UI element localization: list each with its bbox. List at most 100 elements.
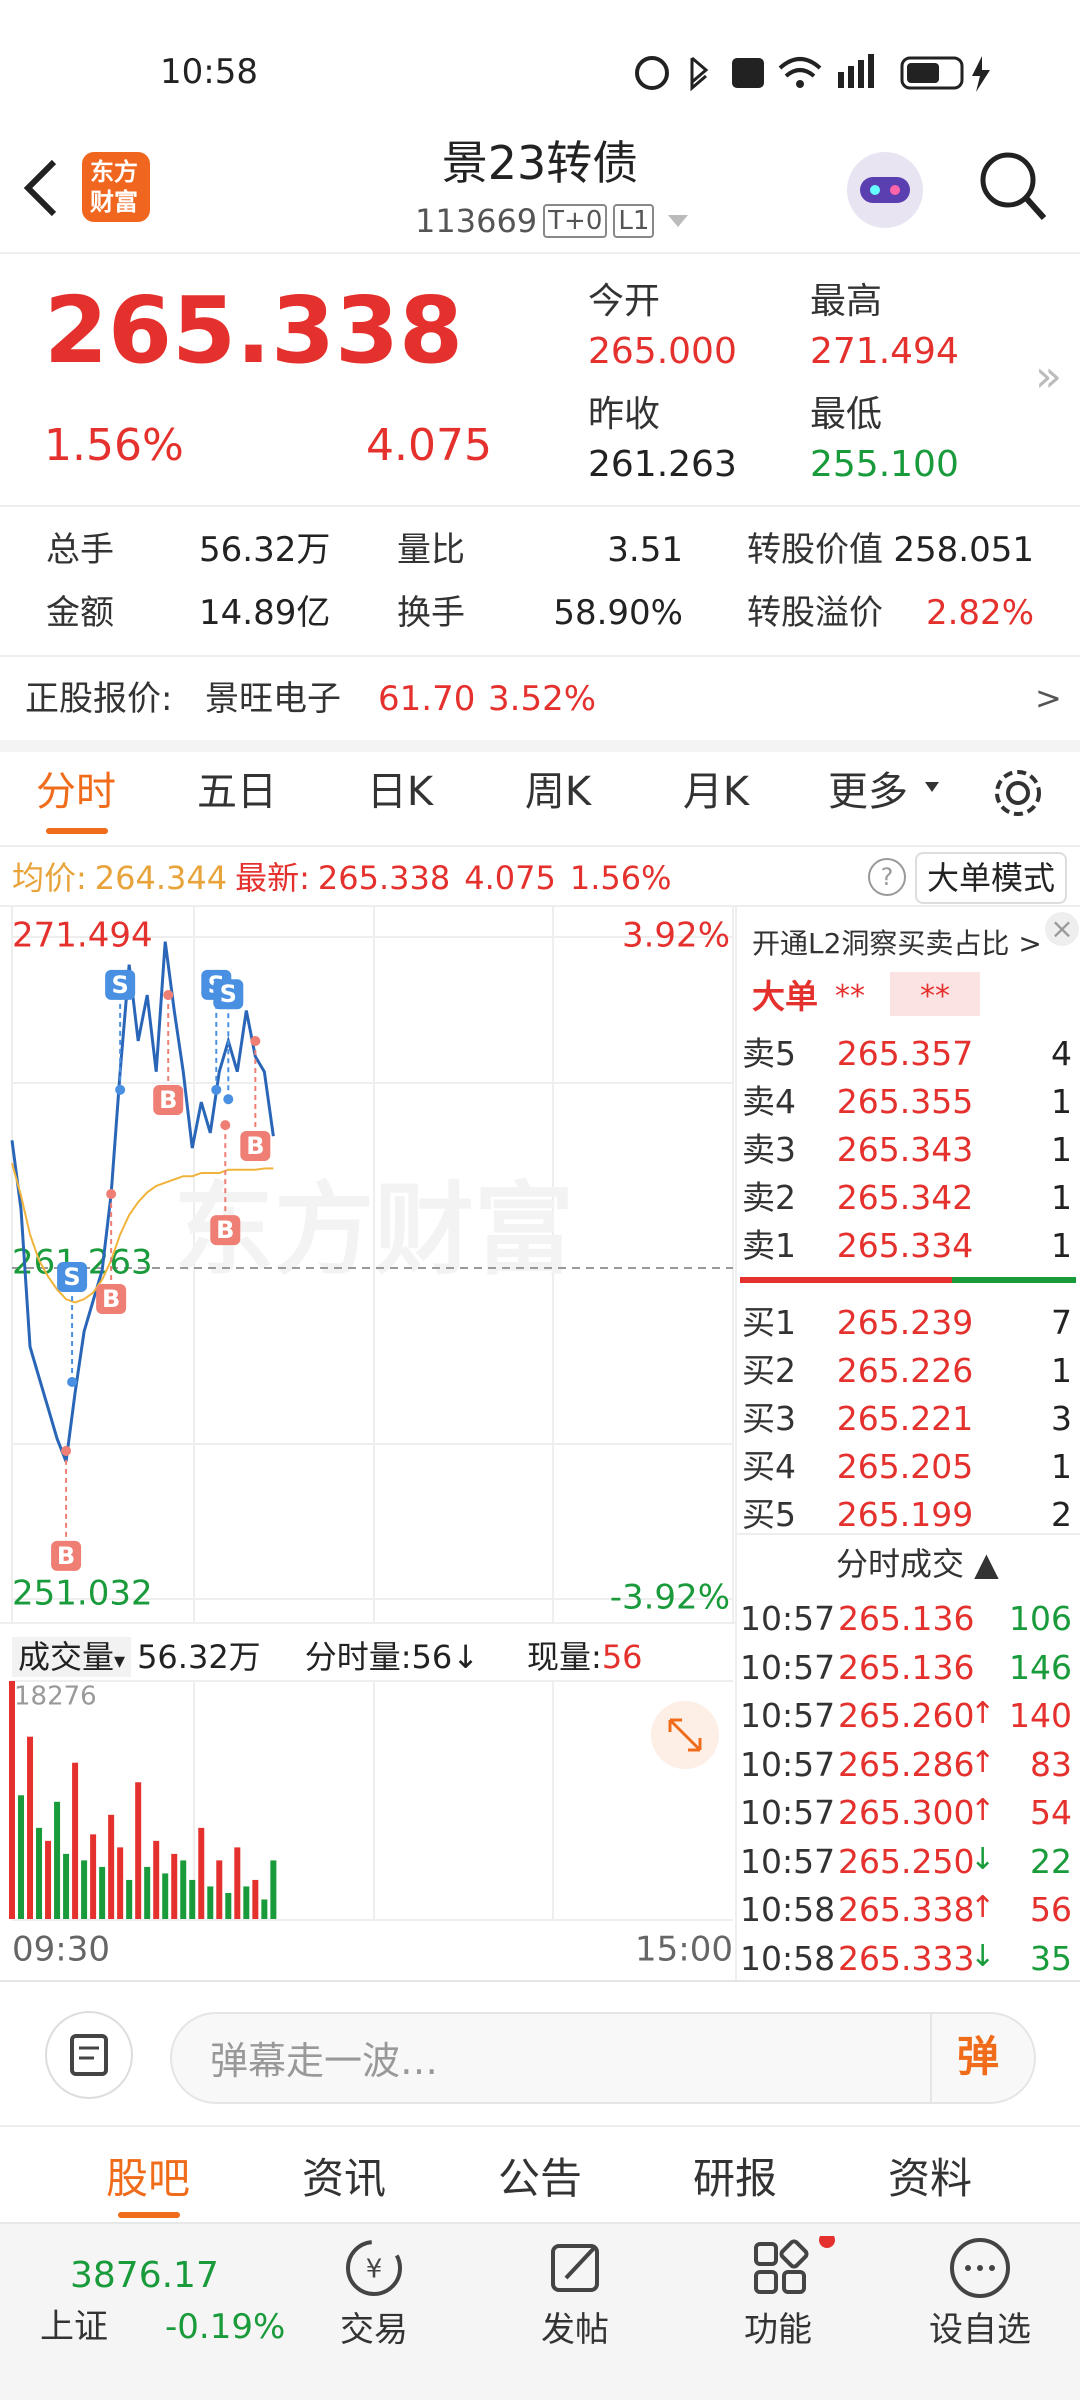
danmu-button[interactable]: 弹	[957, 2032, 1000, 2081]
code-row: 113669 T+0 L1	[415, 204, 689, 238]
signal-label: B	[246, 1132, 264, 1160]
volume-bar	[90, 1834, 97, 1919]
comment-sep	[930, 2014, 932, 2102]
trade-time: 10:57	[740, 1696, 836, 1735]
mode-button[interactable]: 大单模式	[915, 852, 1068, 904]
volume-title[interactable]: 成交量▾	[12, 1637, 132, 1677]
bottom-tab[interactable]: 资讯	[301, 2154, 386, 2203]
trade-vol: 56	[1030, 1890, 1072, 1929]
logo-text: 财富	[90, 188, 138, 216]
volume-bar	[36, 1827, 43, 1919]
signal-label: B	[102, 1285, 120, 1313]
tab[interactable]: 五日	[197, 769, 277, 815]
stock-more[interactable]: >	[1035, 679, 1062, 717]
settings-button[interactable]	[990, 765, 1046, 821]
nav-item[interactable]: 功能	[744, 2310, 812, 2350]
trades-title[interactable]: 分时成交 ▲	[836, 1545, 999, 1583]
volume-bar	[108, 1814, 115, 1919]
avg-label: 均价:	[12, 859, 87, 897]
stat-value: 3.51	[607, 530, 683, 570]
trade-dir: ↑	[970, 1890, 996, 1925]
tab[interactable]: 更多	[828, 769, 908, 815]
volume-bar	[189, 1879, 196, 1919]
book-price: 265.357	[836, 1034, 974, 1073]
volume-bar	[225, 1892, 232, 1919]
tab[interactable]: 日K	[366, 769, 434, 815]
section-gap	[0, 740, 1080, 752]
stat-label: 总手	[46, 530, 114, 570]
promo[interactable]: 开通L2洞察买卖占比 >	[752, 927, 1042, 960]
divider	[0, 655, 1080, 657]
close-button[interactable]: ×	[1045, 912, 1079, 946]
y-tick-label: 251.032	[12, 1574, 153, 1614]
signal-label: S	[63, 1263, 80, 1291]
nav-item[interactable]: 设自选	[929, 2310, 1031, 2350]
tab[interactable]: 周K	[524, 769, 592, 815]
bottom-tab[interactable]: 研报	[692, 2154, 777, 2203]
avg-line	[11, 1163, 274, 1304]
trade-price: 265.333	[838, 1938, 975, 1978]
book-vol: 1	[1051, 1130, 1072, 1169]
tag: T+0	[543, 204, 608, 238]
volume-header: 成交量▾ 56.32万 分时量: 56 ↓ 现量: 56	[12, 1637, 643, 1677]
signal-dot	[106, 1189, 117, 1200]
volume-bar	[207, 1886, 214, 1919]
volume-chart: 18276 09:30 15:00	[9, 1680, 733, 1970]
divider	[0, 1622, 736, 1624]
volume-bar	[252, 1879, 259, 1919]
signal-box	[240, 1130, 271, 1161]
book-vol: 3	[1051, 1399, 1072, 1438]
tag-dropdown[interactable]	[668, 215, 689, 227]
trade-vol: 83	[1030, 1744, 1072, 1784]
tab[interactable]: 月K	[682, 769, 750, 815]
field-value: 265.000	[588, 331, 737, 372]
last: 265.338	[317, 859, 451, 897]
volume-bar	[27, 1736, 34, 1919]
signal-dot	[67, 1376, 78, 1387]
book-label: 卖5	[742, 1034, 796, 1073]
volume-bar	[72, 1762, 79, 1919]
x-tick-label: 15:00	[635, 1930, 733, 1970]
index-name[interactable]: 上证	[40, 2307, 108, 2347]
tab[interactable]: 分时	[36, 769, 116, 815]
search-button[interactable]	[978, 150, 1048, 225]
comment-input[interactable]: 弹幕走一波… 弹	[170, 2012, 1036, 2104]
bottom-tab[interactable]: 公告	[497, 2154, 582, 2203]
stat-label: 量比	[397, 530, 465, 570]
trade-time: 10:58	[740, 1890, 836, 1929]
stock-name[interactable]: 景旺电子	[205, 679, 341, 719]
book-vol: 1	[1051, 1082, 1072, 1121]
trade-dir: ↓	[970, 1841, 996, 1877]
bottom-tab[interactable]: 资料	[887, 2154, 972, 2203]
trade-price: 265.286	[838, 1744, 975, 1784]
now-label: 现量:	[527, 1638, 602, 1676]
comment-list-button[interactable]	[44, 2010, 134, 2100]
back-button[interactable]	[20, 158, 64, 218]
divider	[0, 252, 1080, 254]
volume-bar	[18, 1795, 25, 1919]
minute-label: 分时量:	[304, 1638, 412, 1676]
index-value[interactable]: 3876.17	[70, 2255, 219, 2296]
field-label: 昨收	[588, 394, 661, 435]
book-label: 买5	[742, 1495, 796, 1534]
trade-time: 10:57	[740, 1793, 836, 1832]
trade-price: 265.300	[838, 1793, 975, 1832]
signal-box	[51, 1540, 82, 1571]
trade-time: 10:57	[740, 1647, 836, 1687]
field-value: 271.494	[810, 331, 959, 372]
index-pct[interactable]: -0.19%	[165, 2307, 286, 2347]
nav-item[interactable]: 发帖	[541, 2310, 609, 2350]
book-price: 265.239	[836, 1303, 974, 1342]
stock-price: 61.70	[378, 679, 476, 719]
ratio-bar-sell	[740, 1277, 952, 1283]
help-button[interactable]: ?	[868, 858, 906, 896]
avatar[interactable]	[840, 145, 930, 235]
trade-dir: ↑	[970, 1793, 996, 1828]
book-vol: 7	[1051, 1303, 1072, 1342]
expand-arrow[interactable]: »	[1035, 351, 1062, 402]
divider	[0, 845, 1080, 847]
field-value: 261.263	[588, 444, 737, 485]
book-vol: 1	[1051, 1226, 1072, 1265]
nav-item[interactable]: 交易	[340, 2310, 408, 2350]
bottom-tab[interactable]: 股吧	[105, 2154, 190, 2203]
